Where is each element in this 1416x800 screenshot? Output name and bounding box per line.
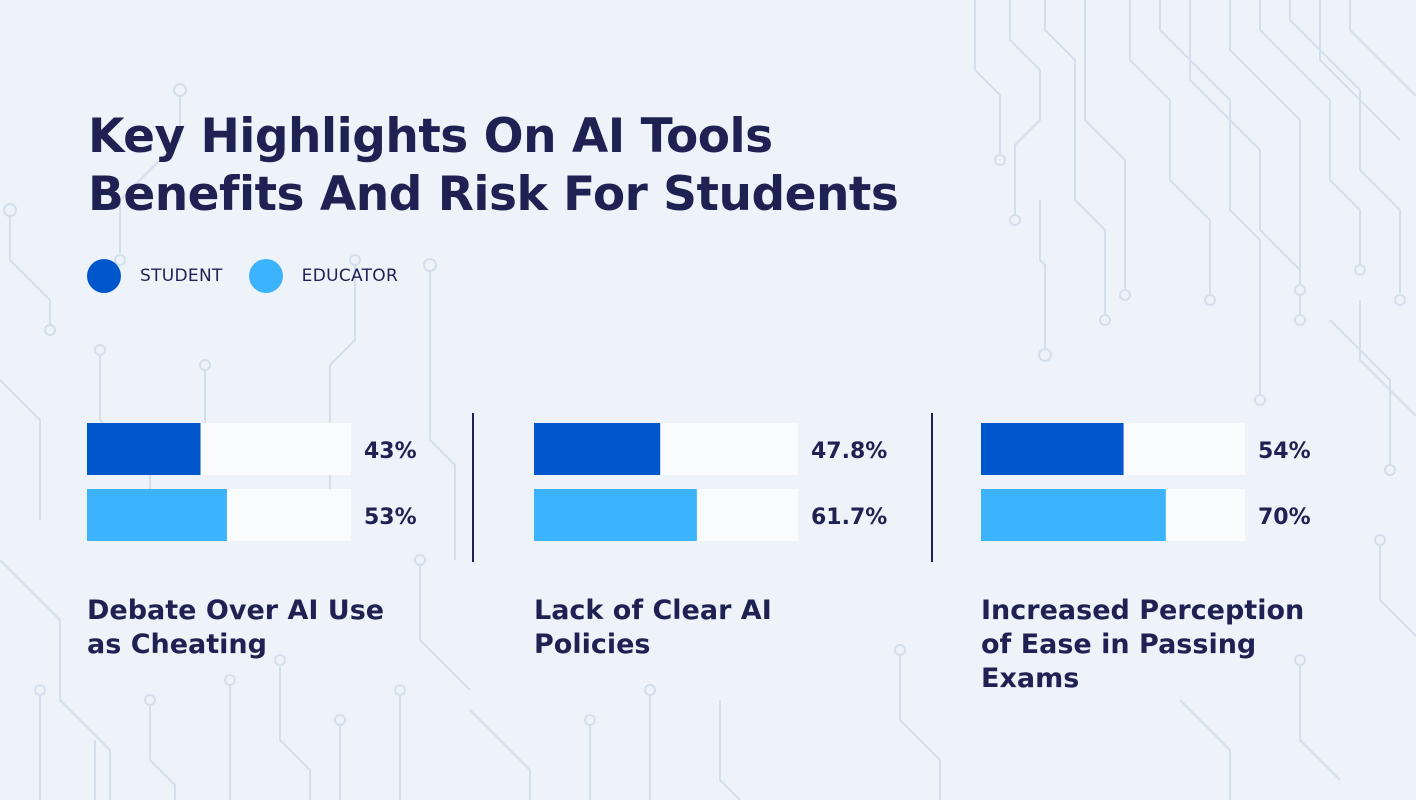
title-line-1: Key Highlights On AI Tools	[88, 109, 773, 164]
legend-label-student: STUDENT	[140, 266, 223, 286]
bar-educator	[981, 489, 1166, 541]
value-label: 54%	[1258, 439, 1311, 464]
legend-item-educator: EDUCATOR	[248, 259, 399, 293]
bar-student	[981, 423, 1124, 475]
page-title: Key Highlights On AI Tools Benefits And …	[88, 108, 899, 224]
legend-swatch-educator	[248, 259, 283, 293]
value-label: 70%	[1258, 505, 1311, 530]
bar-educator	[534, 489, 697, 541]
bar-student	[87, 423, 201, 475]
bar-educator	[87, 489, 227, 541]
bar-student	[534, 423, 661, 475]
legend-swatch-student	[87, 259, 121, 293]
legend: STUDENT EDUCATOR	[87, 259, 424, 293]
value-label: 43%	[364, 439, 417, 464]
category-label: Debate Over AI Use as Cheating	[87, 595, 385, 660]
legend-item-student: STUDENT	[87, 259, 223, 293]
title-line-2: Benefits And Risk For Students	[88, 167, 899, 222]
value-label: 47.8%	[811, 439, 887, 464]
value-label: 53%	[364, 505, 417, 530]
category-label: Lack of Clear AI Policies	[534, 595, 772, 660]
category-label: Increased Perception of Ease in Passing …	[981, 595, 1305, 694]
legend-label-educator: EDUCATOR	[301, 266, 399, 286]
value-label: 61.7%	[811, 505, 887, 530]
